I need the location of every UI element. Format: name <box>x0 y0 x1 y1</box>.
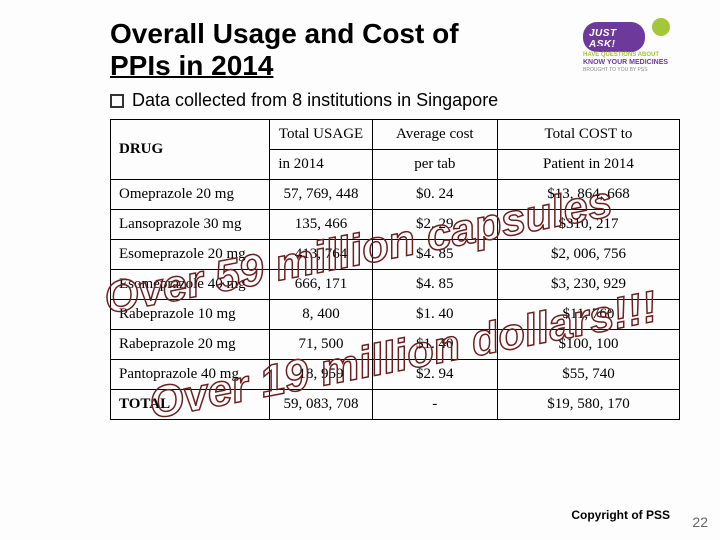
col-drug: DRUG <box>111 120 270 180</box>
cell-usage: 666, 171 <box>270 270 372 300</box>
total-cost: - <box>372 390 497 420</box>
col-cost-l1: Average cost <box>372 120 497 150</box>
cell-total: $3, 230, 929 <box>497 270 679 300</box>
col-total-l1: Total COST to <box>497 120 679 150</box>
table-row: Esomeprazole 40 mg666, 171$4. 85$3, 230,… <box>111 270 680 300</box>
cell-drug: Pantoprazole 40 mg <box>111 360 270 390</box>
cell-drug: Rabeprazole 20 mg <box>111 330 270 360</box>
cell-cost: $4. 85 <box>372 240 497 270</box>
just-ask-logo: JUST ASK! HAVE QUESTIONS ABOUT KNOW YOUR… <box>583 22 678 70</box>
cell-drug: Omeprazole 20 mg <box>111 180 270 210</box>
bullet-line: Data collected from 8 institutions in Si… <box>110 90 680 111</box>
table-row: Omeprazole 20 mg57, 769, 448$0. 24$13, 8… <box>111 180 680 210</box>
table-row: Lansoprazole 30 mg135, 466$2. 29$310, 21… <box>111 210 680 240</box>
cell-cost: $2. 29 <box>372 210 497 240</box>
col-cost-l2: per tab <box>372 150 497 180</box>
cell-cost: $1. 40 <box>372 330 497 360</box>
ppi-table: DRUG Total USAGE Average cost Total COST… <box>110 119 680 420</box>
total-label: TOTAL <box>111 390 270 420</box>
cell-total: $13, 864, 668 <box>497 180 679 210</box>
col-total-l2: Patient in 2014 <box>497 150 679 180</box>
cell-cost: $4. 85 <box>372 270 497 300</box>
table-row: Rabeprazole 20 mg71, 500$1. 40$100, 100 <box>111 330 680 360</box>
total-total: $19, 580, 170 <box>497 390 679 420</box>
cell-usage: 8, 400 <box>270 300 372 330</box>
cell-cost: $2. 94 <box>372 360 497 390</box>
cell-usage: 18, 959 <box>270 360 372 390</box>
cell-usage: 413, 764 <box>270 240 372 270</box>
cell-usage: 57, 769, 448 <box>270 180 372 210</box>
cell-total: $2, 006, 756 <box>497 240 679 270</box>
logo-bubble-text: JUST ASK! <box>589 28 645 50</box>
cell-cost: $1. 40 <box>372 300 497 330</box>
copyright: Copyright of PSS <box>571 508 670 522</box>
table-row: Pantoprazole 40 mg18, 959$2. 94$55, 740 <box>111 360 680 390</box>
col-usage-l1: Total USAGE <box>270 120 372 150</box>
cell-total: $11, 760 <box>497 300 679 330</box>
logo-tag-3: BROUGHT TO YOU BY PSS <box>583 67 648 73</box>
total-usage: 59, 083, 708 <box>270 390 372 420</box>
bullet-text: Data collected from 8 institutions in Si… <box>132 90 498 111</box>
cell-drug: Esomeprazole 20 mg <box>111 240 270 270</box>
cell-usage: 71, 500 <box>270 330 372 360</box>
cell-total: $100, 100 <box>497 330 679 360</box>
page-number: 22 <box>692 514 708 530</box>
cell-drug: Lansoprazole 30 mg <box>111 210 270 240</box>
col-usage-l2: in 2014 <box>270 150 372 180</box>
cell-usage: 135, 466 <box>270 210 372 240</box>
table-row: Esomeprazole 20 mg413, 764$4. 85$2, 006,… <box>111 240 680 270</box>
table-row: Rabeprazole 10 mg8, 400$1. 40$11, 760 <box>111 300 680 330</box>
cell-cost: $0. 24 <box>372 180 497 210</box>
cell-drug: Esomeprazole 40 mg <box>111 270 270 300</box>
cell-drug: Rabeprazole 10 mg <box>111 300 270 330</box>
logo-tag-2: KNOW YOUR MEDICINES <box>583 59 668 66</box>
cell-total: $55, 740 <box>497 360 679 390</box>
logo-tag-1: HAVE QUESTIONS ABOUT <box>583 52 659 58</box>
cell-total: $310, 217 <box>497 210 679 240</box>
bullet-box-icon <box>110 94 124 108</box>
